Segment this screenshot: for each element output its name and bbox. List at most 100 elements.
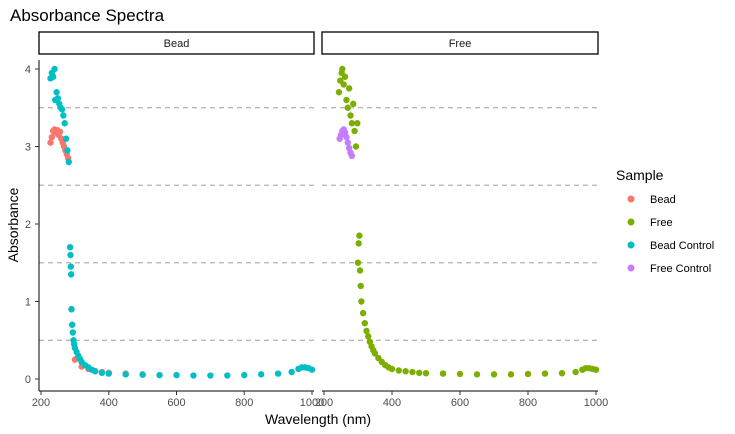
point-bead-control-45 xyxy=(288,368,295,376)
point-bead-control-11 xyxy=(61,120,68,127)
point-free-control-6 xyxy=(344,139,351,146)
x-tick-label-bead-800: 800 xyxy=(235,397,253,409)
point-bead-control-12 xyxy=(62,135,70,142)
point-bead-control-40 xyxy=(207,372,214,379)
point-free-10 xyxy=(348,120,356,127)
y-tick-label-4: 4 xyxy=(25,64,31,76)
point-free-45 xyxy=(541,370,549,377)
legend-title: Sample xyxy=(616,167,664,183)
series-free-control xyxy=(336,126,356,159)
point-bead-control-42 xyxy=(241,371,248,379)
point-free-20 xyxy=(358,298,365,305)
point-free-21 xyxy=(359,309,367,317)
legend-key-free-control xyxy=(627,264,635,272)
x-tick-label-free-1000: 1000 xyxy=(584,397,608,409)
point-free-52 xyxy=(592,366,600,373)
point-free-23 xyxy=(363,327,370,335)
point-free-6 xyxy=(343,96,350,104)
point-free-11 xyxy=(350,100,357,108)
legend-key-bead-control xyxy=(627,241,635,249)
point-bead-control-19 xyxy=(68,306,75,313)
point-bead-control-21 xyxy=(69,329,77,336)
point-free-46 xyxy=(558,369,566,377)
point-bead-control-15 xyxy=(66,244,74,251)
point-free-18 xyxy=(356,267,364,274)
point-free-41 xyxy=(473,371,481,378)
point-bead-control-17 xyxy=(67,263,75,270)
legend: Sample Bead Free Bead Control Free Control xyxy=(616,167,714,275)
point-free-34 xyxy=(395,367,402,374)
legend-label-bead: Bead xyxy=(650,194,676,206)
point-free-35 xyxy=(402,368,409,375)
reference-lines-free xyxy=(322,107,598,341)
panel-bead: 200 400 600 800 1000 xyxy=(32,60,324,409)
point-free-22 xyxy=(361,320,368,327)
x-axis-title: Wavelength (nm) xyxy=(265,411,371,427)
point-free-0 xyxy=(335,89,343,96)
facet-strip-bead: Bead xyxy=(38,31,315,55)
points-bead xyxy=(47,65,316,379)
legend-key-bead xyxy=(627,195,635,203)
facet-strip-free: Free xyxy=(321,31,599,55)
point-free-17 xyxy=(356,232,363,239)
x-ticks-bead: 200 400 600 800 1000 xyxy=(32,391,324,409)
point-bead-control-16 xyxy=(67,251,74,259)
y-tick-label-2: 2 xyxy=(25,219,31,231)
points-free xyxy=(335,65,600,378)
series-bead-control xyxy=(47,65,316,379)
point-bead-control-5 xyxy=(53,89,60,96)
point-free-8 xyxy=(345,85,353,92)
point-free-control-9 xyxy=(348,152,356,159)
point-free-39 xyxy=(439,370,447,377)
x-tick-label-bead-1000: 1000 xyxy=(300,397,324,409)
point-free-7 xyxy=(344,104,351,111)
point-free-15 xyxy=(354,259,362,266)
x-tick-label-bead-200: 200 xyxy=(32,397,50,409)
point-free-14 xyxy=(354,120,361,127)
x-tick-label-free-200: 200 xyxy=(315,397,333,409)
point-free-12 xyxy=(351,127,358,135)
point-bead-1 xyxy=(48,134,56,141)
point-bead-control-37 xyxy=(156,371,163,379)
point-free-43 xyxy=(507,371,515,378)
point-bead-control-2 xyxy=(49,73,57,80)
point-free-3 xyxy=(339,65,346,73)
legend-label-free-control: Free Control xyxy=(650,263,711,275)
point-free-28 xyxy=(371,350,379,357)
legend-label-bead-control: Bead Control xyxy=(650,240,714,252)
point-free-44 xyxy=(524,370,532,378)
facet-label-bead: Bead xyxy=(164,38,190,50)
point-free-24 xyxy=(365,333,372,340)
point-bead-control-43 xyxy=(257,371,265,378)
x-tick-label-free-800: 800 xyxy=(519,397,537,409)
point-bead-control-10 xyxy=(60,112,67,119)
y-tick-label-1: 1 xyxy=(25,297,31,309)
point-free-42 xyxy=(490,371,498,378)
point-free-19 xyxy=(357,282,364,290)
reference-lines-bead xyxy=(39,107,314,341)
point-free-40 xyxy=(456,370,464,378)
point-bead-0 xyxy=(47,139,54,146)
point-bead-control-36 xyxy=(139,371,146,378)
point-bead-7 xyxy=(56,128,64,135)
point-bead-control-20 xyxy=(68,321,76,328)
x-tick-label-bead-600: 600 xyxy=(167,397,185,409)
point-free-9 xyxy=(347,112,354,119)
point-free-5 xyxy=(341,73,349,80)
point-free-47 xyxy=(572,368,579,376)
x-tick-label-bead-400: 400 xyxy=(100,397,118,409)
legend-label-free: Free xyxy=(650,217,673,229)
point-bead-control-13 xyxy=(64,147,71,154)
point-bead-control-39 xyxy=(190,372,197,379)
legend-key-free xyxy=(627,218,635,226)
point-bead-control-6 xyxy=(54,95,62,102)
point-bead-control-34 xyxy=(105,370,112,377)
point-bead-control-18 xyxy=(67,271,75,278)
point-free-38 xyxy=(422,369,430,377)
x-ticks-free: 200 400 600 800 1000 xyxy=(315,391,608,409)
point-bead-control-38 xyxy=(173,371,180,379)
y-ticks: 0 1 2 3 4 xyxy=(25,64,39,386)
chart-title: Absorbance Spectra xyxy=(10,6,165,25)
point-free-36 xyxy=(409,368,416,376)
